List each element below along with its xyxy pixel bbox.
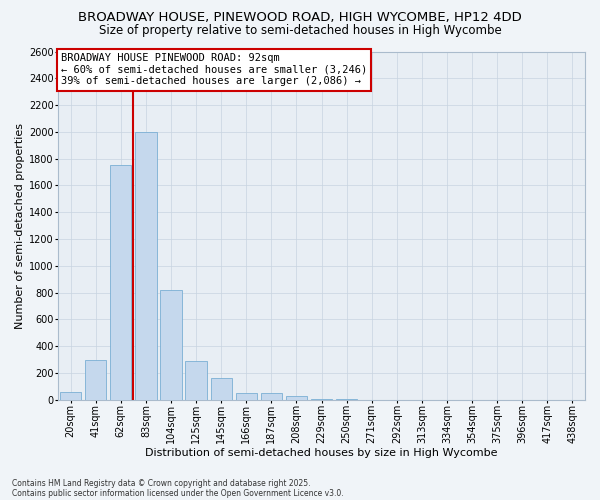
X-axis label: Distribution of semi-detached houses by size in High Wycombe: Distribution of semi-detached houses by …: [145, 448, 498, 458]
Bar: [211, 378, 232, 400]
Bar: [260, 393, 282, 400]
Text: BROADWAY HOUSE, PINEWOOD ROAD, HIGH WYCOMBE, HP12 4DD: BROADWAY HOUSE, PINEWOOD ROAD, HIGH WYCO…: [78, 11, 522, 24]
Text: BROADWAY HOUSE PINEWOOD ROAD: 92sqm
← 60% of semi-detached houses are smaller (3: BROADWAY HOUSE PINEWOOD ROAD: 92sqm ← 60…: [61, 53, 367, 86]
Bar: [160, 290, 182, 400]
Bar: [286, 396, 307, 400]
Bar: [311, 398, 332, 400]
Bar: [185, 361, 207, 400]
Y-axis label: Number of semi-detached properties: Number of semi-detached properties: [15, 122, 25, 328]
Bar: [60, 392, 81, 400]
Bar: [85, 360, 106, 400]
Text: Size of property relative to semi-detached houses in High Wycombe: Size of property relative to semi-detach…: [98, 24, 502, 37]
Bar: [236, 393, 257, 400]
Text: Contains HM Land Registry data © Crown copyright and database right 2025.
Contai: Contains HM Land Registry data © Crown c…: [12, 479, 344, 498]
Bar: [110, 166, 131, 400]
Bar: [135, 132, 157, 400]
